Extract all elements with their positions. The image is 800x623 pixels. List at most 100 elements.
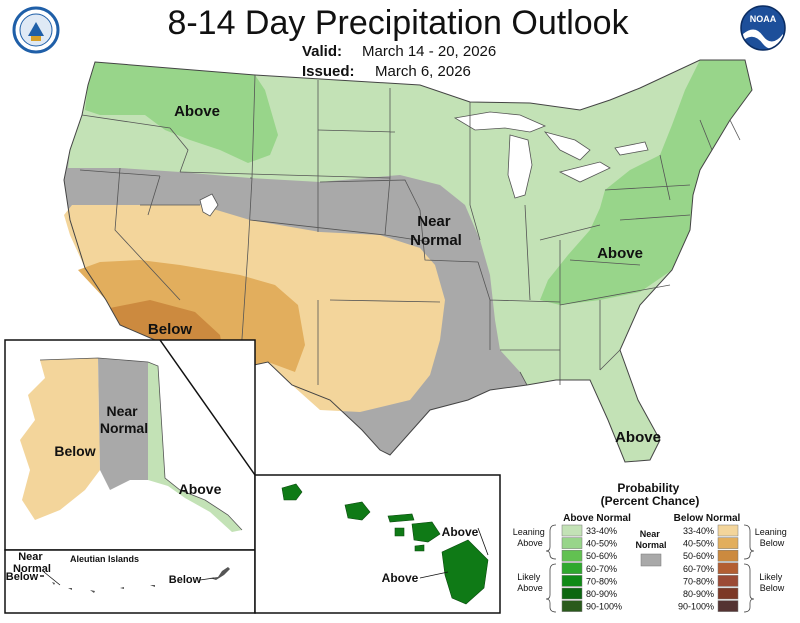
legend-below-label-6: 80-90% bbox=[683, 589, 714, 599]
legend-likely-below-label: Likely Below bbox=[759, 572, 785, 593]
hawaii-inset: Above Above bbox=[254, 474, 501, 614]
noaa-logo-icon: NOAA bbox=[740, 5, 786, 51]
label-southwest-below: Below bbox=[148, 321, 193, 338]
legend-above-header: Above Normal bbox=[563, 513, 631, 524]
legend-likely-below-line-1: Likely bbox=[759, 572, 783, 582]
great-salt-lake bbox=[199, 193, 219, 217]
legend-below-swatch-2 bbox=[717, 537, 739, 549]
legend-above-label-5: 70-80% bbox=[586, 576, 617, 586]
label-northwest-above: Above bbox=[174, 103, 220, 120]
legend-leaning-below-line-2: Below bbox=[760, 538, 785, 548]
alaska-above-region bbox=[148, 362, 242, 532]
legend-leaning-above-label: Leaning Above bbox=[513, 527, 548, 548]
legend-leaning-above-line-1: Leaning bbox=[513, 527, 545, 537]
legend-title: Probability (Percent Chance) bbox=[601, 481, 700, 508]
legend-near-normal-label: Near Normal bbox=[635, 529, 666, 550]
issued-label: Issued: bbox=[302, 63, 355, 80]
alaska-near-normal-region bbox=[98, 358, 148, 490]
aleutian-near-line-1: Near bbox=[18, 551, 43, 563]
legend-above-label-6: 80-90% bbox=[586, 589, 617, 599]
alaska-label-above: Above bbox=[179, 481, 222, 497]
hawaii-kauai bbox=[281, 483, 303, 501]
legend-above-swatch-3 bbox=[561, 549, 583, 562]
legend-below-swatches: 33-40% 40-50% 50-60% 60-70% 70-80% 80-90% 90-1… bbox=[678, 524, 739, 612]
legend-leaning-below-line-1: Leaning bbox=[755, 527, 787, 537]
legend-below-swatch-7 bbox=[717, 600, 739, 612]
alaska-near-line-2: Normal bbox=[100, 420, 148, 436]
legend-below-label-2: 40-50% bbox=[683, 539, 714, 549]
legend-above-swatch-6 bbox=[561, 587, 583, 600]
legend-below-swatch-6 bbox=[717, 587, 739, 600]
legend-likely-above-line-2: Above bbox=[517, 583, 543, 593]
legend-below-header: Below Normal bbox=[674, 513, 741, 524]
legend-below-label-7: 90-100% bbox=[678, 602, 714, 612]
inset-diagonal bbox=[159, 339, 256, 476]
legend-above-swatch-2 bbox=[561, 537, 583, 549]
header: 8-14 Day Precipitation Outlook Valid: Ma… bbox=[167, 4, 629, 80]
legend-near-line-1: Near bbox=[640, 529, 661, 539]
legend-above-label-4: 60-70% bbox=[586, 564, 617, 574]
legend-near-line-2: Normal bbox=[635, 540, 666, 550]
hawaii-big-island bbox=[441, 539, 489, 605]
legend-below-swatch-5 bbox=[717, 575, 739, 587]
valid-value: March 14 - 20, 2026 bbox=[362, 43, 496, 60]
label-midatlantic-above: Above bbox=[597, 245, 643, 262]
aleutian-near-line-2: Normal bbox=[13, 563, 51, 575]
legend-likely-below-line-2: Below bbox=[760, 583, 785, 593]
legend-title-line-2: (Percent Chance) bbox=[601, 494, 700, 508]
legend-above-label-3: 50-60% bbox=[586, 551, 617, 561]
alaska-label-near-normal: Near Normal bbox=[100, 403, 148, 436]
state-boundaries bbox=[79, 74, 741, 386]
aleutian-title: Aleutian Islands bbox=[70, 554, 139, 564]
legend-likely-above-label: Likely Above bbox=[517, 572, 543, 593]
legend-above-swatch-4 bbox=[561, 562, 583, 575]
alaska-inset: Below Near Normal Above bbox=[4, 339, 256, 551]
legend-below-label-4: 60-70% bbox=[683, 564, 714, 574]
legend-above-swatch-5 bbox=[561, 575, 583, 587]
legend: Probability (Percent Chance) Above Norma… bbox=[513, 481, 790, 613]
aleutian-label-near-normal: Near Normal bbox=[13, 551, 51, 575]
page-title: 8-14 Day Precipitation Outlook bbox=[167, 4, 629, 42]
hawaii-label-above-2: Above bbox=[382, 571, 419, 585]
legend-leaning-above-line-2: Above bbox=[517, 538, 543, 548]
northwest-above-region bbox=[85, 62, 278, 163]
hawaii-kahoolawe bbox=[414, 544, 425, 552]
legend-below-label-3: 50-60% bbox=[683, 551, 714, 561]
great-lakes bbox=[453, 111, 649, 199]
legend-title-line-1: Probability bbox=[617, 481, 679, 495]
hawaii-label-above-1: Above bbox=[442, 525, 479, 539]
north-leaning-above-region bbox=[68, 60, 752, 462]
legend-near-normal-swatch bbox=[640, 553, 662, 567]
legend-below-label-5: 70-80% bbox=[683, 576, 714, 586]
alaska-label-below: Below bbox=[54, 443, 95, 459]
legend-leaning-below-label: Leaning Below bbox=[755, 527, 790, 548]
label-central-line-2: Normal bbox=[410, 232, 462, 249]
conus-outline bbox=[63, 59, 753, 463]
hawaii-oahu bbox=[344, 501, 371, 521]
legend-below-label-1: 33-40% bbox=[683, 526, 714, 536]
legend-below-swatch-3 bbox=[717, 549, 739, 562]
legend-below-swatch-1 bbox=[717, 524, 739, 537]
legend-below-swatch-4 bbox=[717, 562, 739, 575]
alaska-near-line-1: Near bbox=[106, 403, 138, 419]
legend-above-label-1: 33-40% bbox=[586, 526, 617, 536]
label-central-line-1: Near bbox=[417, 213, 451, 230]
noaa-logo-text: NOAA bbox=[750, 14, 777, 24]
legend-likely-above-line-1: Likely bbox=[517, 572, 541, 582]
aleutian-label-below-right: Below bbox=[169, 574, 202, 586]
hawaii-maui bbox=[411, 521, 441, 543]
hawaii-molokai bbox=[387, 513, 415, 523]
legend-above-swatch-7 bbox=[561, 600, 583, 612]
legend-above-label-7: 90-100% bbox=[586, 602, 622, 612]
doc-seal-icon bbox=[12, 6, 60, 54]
legend-above-swatches: 33-40% 40-50% 50-60% 60-70% 70-80% 80-90% 90-1… bbox=[561, 524, 622, 612]
legend-above-swatch-1 bbox=[561, 524, 583, 537]
aleutian-inset: Aleutian Islands Near Normal Below Below bbox=[4, 549, 256, 614]
hawaii-lanai bbox=[394, 527, 405, 537]
label-central-near-normal: Near Normal bbox=[410, 213, 462, 249]
label-florida-above: Above bbox=[615, 429, 661, 446]
legend-above-label-2: 40-50% bbox=[586, 539, 617, 549]
aleutian-label-below-left: Below bbox=[6, 571, 39, 583]
